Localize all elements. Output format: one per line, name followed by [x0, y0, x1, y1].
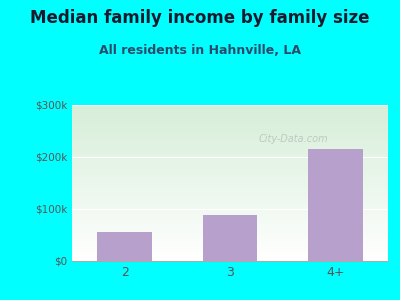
Text: Median family income by family size: Median family income by family size	[30, 9, 370, 27]
Text: City-Data.com: City-Data.com	[258, 134, 328, 144]
Bar	[308, 149, 363, 261]
Text: All residents in Hahnville, LA: All residents in Hahnville, LA	[99, 44, 301, 56]
Bar	[203, 215, 257, 261]
Bar	[97, 232, 152, 261]
